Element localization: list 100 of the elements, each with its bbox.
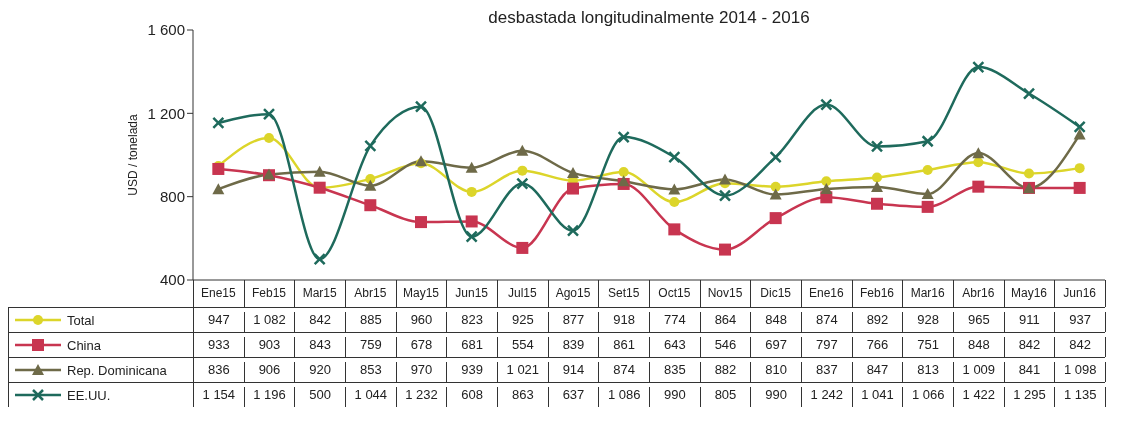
data-label: 892	[852, 312, 904, 332]
point	[921, 135, 934, 148]
point	[465, 215, 478, 228]
data-label: 906	[244, 362, 296, 382]
point	[466, 186, 477, 197]
legend-label: EE.UU.	[67, 387, 111, 403]
data-label: 885	[346, 312, 397, 332]
point	[921, 200, 934, 213]
data-label: 678	[396, 337, 448, 357]
data-label: 805	[700, 387, 752, 407]
chart-title: desbastada longitudinalmente 2014 - 2016	[487, 8, 811, 28]
data-label: 823	[447, 312, 498, 332]
data-label: 637	[548, 387, 600, 407]
data-label: 835	[650, 362, 701, 382]
point	[719, 243, 731, 256]
data-label: 848	[751, 312, 802, 332]
data-label: 554	[498, 337, 549, 357]
point	[264, 132, 274, 143]
point	[871, 180, 883, 192]
point	[567, 166, 579, 178]
point	[718, 189, 732, 202]
data-label: 965	[954, 312, 1005, 332]
data-label: 925	[498, 312, 549, 332]
data-label: 1 135	[1055, 387, 1106, 407]
data-label: 839	[548, 337, 600, 357]
point	[820, 98, 833, 111]
data-label: 681	[447, 337, 498, 357]
point	[1022, 87, 1036, 100]
point	[465, 161, 478, 173]
point	[669, 197, 680, 208]
x-tick-label: Feb15	[251, 285, 287, 300]
point	[414, 100, 428, 113]
point	[465, 230, 478, 243]
data-label: 1 086	[599, 387, 650, 407]
data-label: 697	[751, 337, 802, 357]
point	[1073, 128, 1086, 140]
data-label: 766	[852, 337, 904, 357]
point	[516, 177, 529, 190]
data-label: 1 196	[244, 387, 296, 407]
point	[313, 165, 326, 177]
data-label: 751	[903, 337, 954, 357]
point	[212, 183, 225, 195]
data-label: 939	[447, 362, 498, 382]
data-label: 837	[802, 362, 853, 382]
data-label: 1 009	[954, 362, 1005, 382]
data-label: 1 041	[852, 387, 904, 407]
data-label: 842	[1004, 337, 1056, 357]
data-label: 546	[700, 337, 752, 357]
data-label: 842	[295, 312, 346, 332]
data-label: 842	[1055, 337, 1106, 357]
data-label: 933	[194, 337, 245, 357]
x-tick-label: Dic15	[760, 285, 792, 300]
point	[972, 180, 985, 193]
y-axis-title: USD / tonelada	[126, 113, 141, 196]
x-tick-label: May15	[402, 285, 440, 300]
point	[617, 130, 630, 144]
data-label: 848	[954, 337, 1005, 357]
point	[668, 183, 681, 195]
x-tick-label: Set15	[607, 285, 640, 300]
data-label: 1 232	[396, 387, 448, 407]
data-label: 643	[650, 337, 701, 357]
data-label: 1 021	[498, 362, 549, 382]
legend-label: Rep. Dominicana	[67, 362, 167, 378]
point	[566, 224, 580, 237]
x-tick-label: Ene15	[200, 285, 237, 300]
data-label: 874	[802, 312, 853, 332]
data-label: 874	[599, 362, 650, 382]
point	[1024, 168, 1034, 179]
data-label: 813	[903, 362, 954, 382]
point	[1073, 120, 1086, 134]
data-label: 918	[599, 312, 650, 332]
legend-label: China	[67, 337, 101, 353]
point	[313, 252, 326, 266]
data-label: 914	[548, 362, 600, 382]
point	[769, 188, 782, 200]
data-label: 608	[447, 387, 498, 407]
point	[516, 241, 529, 254]
point	[870, 140, 884, 153]
data-label: 500	[295, 387, 346, 407]
x-tick-label: Nov15	[707, 285, 743, 300]
x-tick-label: Abr16	[962, 285, 995, 300]
x-tick-label: Feb16	[859, 285, 895, 300]
data-label: 920	[295, 362, 346, 382]
point	[769, 150, 782, 164]
data-label: 1 082	[244, 312, 296, 332]
data-label: 797	[802, 337, 853, 357]
x-tick-label: Oct15	[658, 285, 691, 300]
data-label: 1 154	[194, 387, 245, 407]
data-label: 1 295	[1004, 387, 1056, 407]
point	[973, 157, 984, 168]
point	[821, 176, 832, 187]
point	[769, 212, 782, 225]
point	[871, 197, 883, 210]
data-label: 947	[194, 312, 245, 332]
y-tick-label: 800	[159, 187, 185, 205]
point	[972, 60, 985, 74]
point	[212, 116, 225, 130]
data-label: 759	[346, 337, 397, 357]
y-tick-label: 1 200	[147, 104, 185, 122]
data-label: 928	[903, 312, 954, 332]
